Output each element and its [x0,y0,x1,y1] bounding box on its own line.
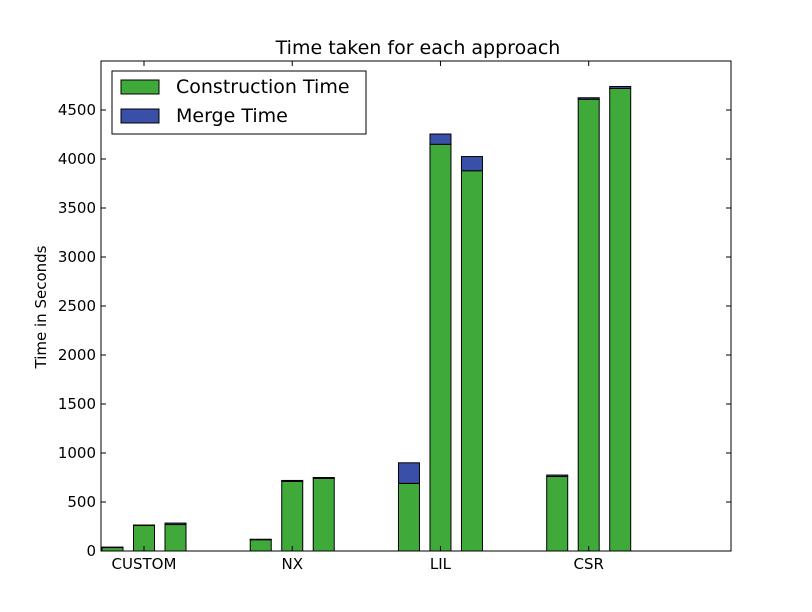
bar-construction-lil-1 [397,482,420,552]
y-tick-label: 4500 [58,101,96,119]
x-tick-label: NX [281,555,303,573]
bar-merge-csr-3 [609,85,632,89]
bar-merge-nx-3 [312,477,335,479]
y-tick-label: 3500 [58,199,96,217]
y-tick-label: 1000 [58,444,96,462]
bar-merge-csr-2 [577,97,600,100]
bar-construction-nx-2 [281,480,304,552]
legend: Construction Time Merge Time [111,70,367,135]
bar-merge-nx-2 [281,479,304,482]
y-tick-label: 0 [86,542,96,560]
y-tick-label: 2000 [58,346,96,364]
legend-label-construction: Construction Time [176,76,350,98]
bar-construction-nx-1 [249,539,272,552]
legend-label-merge: Merge Time [176,105,288,127]
axes-layer: 0 500 1000 1500 2000 2500 3000 3500 4000 4500 CUST… [58,60,732,573]
bar-construction-lil-2 [429,143,452,552]
bar-construction-custom-3 [164,524,187,552]
bar-merge-custom-1 [101,546,124,549]
bar-construction-lil-3 [460,170,483,552]
y-tick-label: 500 [67,493,96,511]
bar-merge-lil-1 [397,462,420,484]
y-axis-label: Time in Seconds [32,245,50,369]
bar-construction-csr-3 [609,87,632,552]
bar-construction-custom-1 [101,547,124,552]
y-tick-label: 1500 [58,395,96,413]
bar-merge-nx-1 [249,538,272,541]
legend-swatch-merge [120,108,160,124]
bar-merge-lil-2 [429,133,452,145]
y-tick-label: 2500 [58,297,96,315]
bar-construction-nx-3 [312,477,335,552]
x-tick-label: LIL [430,555,452,573]
bar-merge-custom-2 [133,524,155,527]
bar-construction-csr-1 [546,476,569,552]
legend-swatch-construction [120,79,160,95]
x-tick-label: CSR [573,555,603,573]
chart-title: Time taken for each approach [275,37,561,59]
y-tick-label: 4000 [58,150,96,168]
bar-merge-csr-1 [546,474,569,478]
bar-merge-custom-3 [164,522,187,526]
bar-construction-csr-2 [577,98,600,552]
y-tick-label: 3000 [58,248,96,266]
bar-merge-lil-3 [460,156,483,172]
bars-layer [101,85,632,552]
x-tick-label: CUSTOM [112,555,177,573]
